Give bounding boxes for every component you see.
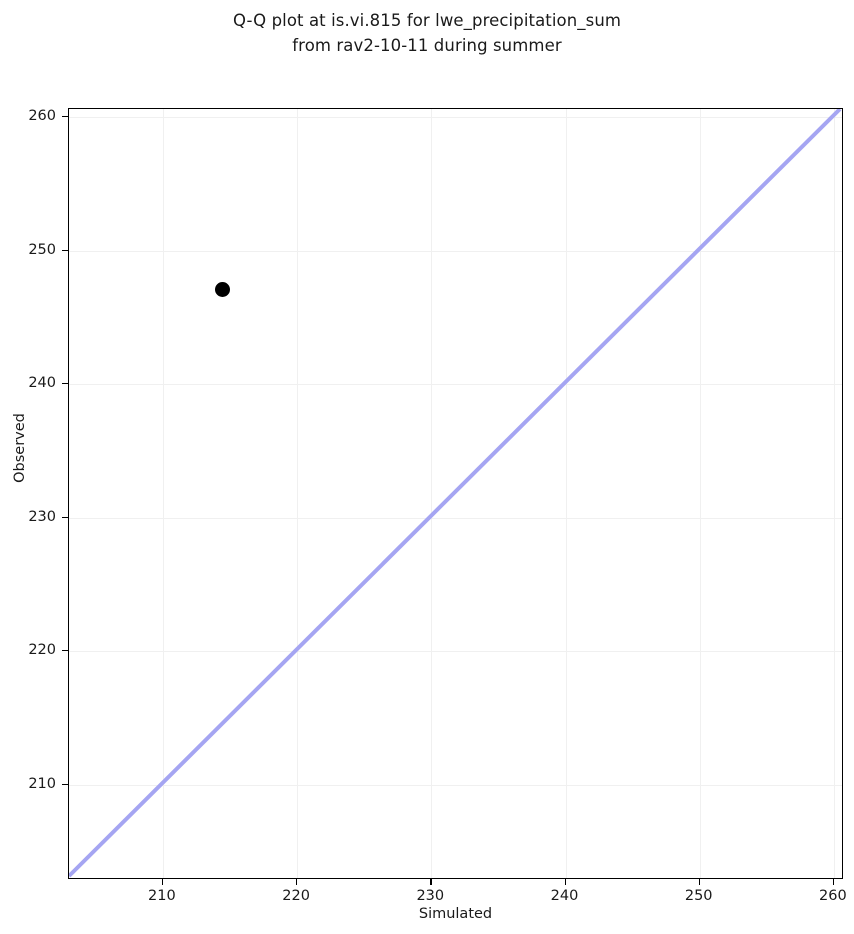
gridline-horizontal-230 [69,517,842,519]
xtick-label-250: 250 [684,888,713,904]
ytick-mark-230 [62,516,68,518]
ytick-label-250: 250 [28,241,56,258]
ytick-mark-220 [62,650,68,652]
gridline-horizontal-260 [69,117,842,118]
ytick-mark-260 [62,116,68,118]
ytick-label-240: 240 [28,375,56,391]
x-axis-label: Simulated [418,906,493,922]
gridline-horizontal-240 [69,384,842,385]
xtick-label-210: 210 [148,888,176,904]
y-axis-label: Observed [12,413,28,483]
gridline-vertical-220 [297,109,299,878]
gridline-vertical-230 [431,109,433,878]
ytick-label-210: 210 [28,775,56,792]
ytick-mark-250 [62,249,68,251]
gridline-vertical-250 [699,109,701,878]
xtick-mark-230 [430,879,432,885]
ytick-mark-210 [62,783,68,785]
plot-area [68,108,843,879]
ytick-mark-240 [62,383,68,385]
ytick-label-220: 220 [28,642,56,658]
gridline-horizontal-220 [69,651,842,652]
chart-title: Q-Q plot at is.vi.815 for lwe_precipitat… [232,11,622,55]
xtick-mark-240 [564,879,566,885]
xtick-mark-220 [296,879,298,885]
xtick-label-260: 260 [819,888,847,904]
gridline-vertical-260 [833,109,835,878]
gridline-horizontal-250 [69,250,842,252]
xtick-label-220: 220 [282,888,310,904]
reference-line [69,109,842,878]
gridline-vertical-210 [162,109,164,878]
gridline-vertical-240 [565,109,567,878]
ytick-label-260: 260 [28,108,56,124]
xtick-mark-250 [698,879,700,885]
xtick-label-230: 230 [416,888,445,904]
xtick-mark-210 [161,879,164,885]
ytick-label-230: 230 [28,508,56,525]
xtick-label-240: 240 [550,888,579,904]
gridline-horizontal-210 [69,784,842,786]
data-point [214,281,230,297]
xtick-mark-260 [832,879,835,885]
